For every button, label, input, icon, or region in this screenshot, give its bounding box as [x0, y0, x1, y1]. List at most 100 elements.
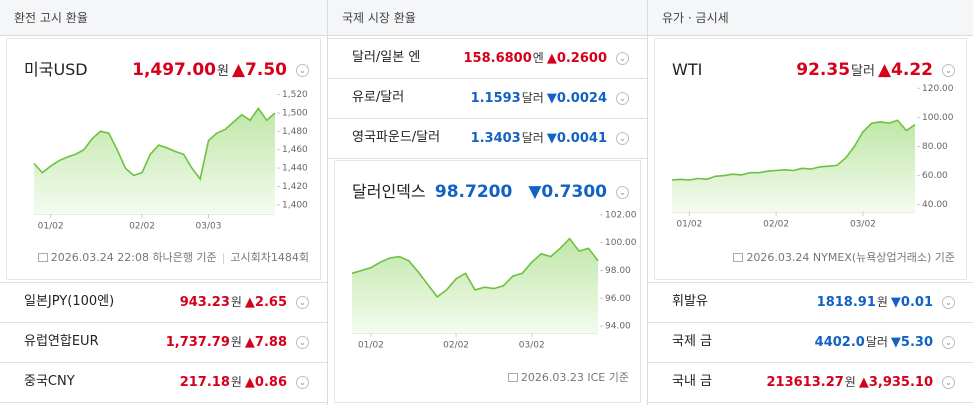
row-border — [0, 402, 327, 403]
change: ▼0.0041 — [546, 131, 607, 146]
x-tick-label: 03/02 — [850, 220, 876, 230]
change: ▼0.0024 — [546, 91, 607, 106]
row-border — [648, 402, 973, 403]
quote-values: 217.18 원 ▲0.86 — [180, 362, 287, 402]
row-border — [648, 362, 973, 363]
price: 4402.0 — [814, 335, 865, 350]
note-text: 2026.03.24 22:08 하나은행 기준 — [50, 251, 217, 264]
quote-name: 미국USD — [24, 60, 88, 79]
quote-values: 1,497.00 원 ▲7.50 — [132, 58, 287, 82]
expand-button[interactable]: ⌄ — [942, 335, 955, 349]
line — [671, 119, 916, 181]
row-border — [0, 362, 327, 363]
quote-row: 중국CNY 217.18 원 ▲0.86 ⌄ — [0, 362, 327, 402]
expand-button[interactable]: ⌄ — [296, 335, 309, 349]
quote-values: 1,737.79 원 ▲7.88 — [166, 322, 287, 362]
y-tick-label: 80.00 — [922, 142, 948, 152]
unit: 원 — [230, 335, 242, 349]
x-tick-label: 02/02 — [129, 222, 155, 232]
change: ▲0.2600 — [546, 51, 607, 66]
quote-name: 영국파운드/달러 — [352, 130, 441, 145]
x-tick-label: 03/03 — [196, 222, 222, 232]
y-tick-label: 102.00 — [605, 210, 637, 220]
unit: 엔 — [532, 51, 544, 65]
x-tick-label: 03/02 — [519, 341, 545, 351]
quote-name: 유로/달러 — [352, 90, 405, 105]
expand-button[interactable]: ⌄ — [616, 131, 629, 145]
y-tick-label: 1,500 — [282, 108, 308, 118]
expand-button[interactable]: ⌄ — [942, 295, 955, 309]
unit: 원 — [230, 295, 242, 309]
change: ▲7.88 — [244, 335, 287, 350]
y-tick-label: 98.00 — [605, 266, 631, 276]
quote-row: 달러/일본 엔 158.6800 엔 ▲0.2600 ⌄ — [328, 38, 647, 78]
x-tick-label: 01/02 — [676, 220, 702, 230]
line — [351, 237, 599, 299]
y-tick-label: 1,460 — [282, 145, 308, 155]
expand-button[interactable]: ⌄ — [942, 375, 955, 389]
unit: 원 — [217, 64, 229, 79]
unit: 원 — [876, 295, 888, 309]
chart-note: 2026.03.24 NYMEX(뉴욕상업거래소) 기준 — [648, 250, 955, 264]
change: ▲7.50 — [231, 60, 287, 80]
y-tick-label: 1,520 — [282, 90, 308, 100]
quote-row: 국내 금 213613.27 원 ▲3,935.10 ⌄ — [648, 362, 973, 402]
expand-button[interactable]: ⌄ — [296, 64, 309, 77]
expand-button[interactable]: ⌄ — [616, 91, 629, 105]
price: 1,737.79 — [165, 335, 230, 350]
quote-values: 158.6800 엔 ▲0.2600 — [464, 38, 607, 78]
expand-button[interactable]: ⌄ — [616, 186, 629, 199]
x-tick-label: 02/02 — [443, 341, 469, 351]
price: 92.35 — [796, 60, 851, 80]
change: ▼0.01 — [890, 295, 933, 310]
x-tick-label: 02/02 — [763, 220, 789, 230]
main-box — [6, 38, 321, 280]
row-border — [328, 38, 647, 39]
y-tick-label: 120.00 — [922, 84, 954, 94]
row-border — [328, 158, 647, 159]
quote-name: 일본JPY(100엔) — [24, 294, 115, 309]
quote-values: 1.3403 달러 ▼0.0041 — [471, 118, 607, 158]
quote-row: 유럽연합EUR 1,737.79 원 ▲7.88 ⌄ — [0, 322, 327, 362]
y-tick-label: 100.00 — [605, 238, 637, 248]
price: 1818.91 — [816, 295, 876, 310]
quote-values: 213613.27 원 ▲3,935.10 — [766, 362, 933, 402]
row-border — [648, 282, 973, 283]
unit: 원 — [230, 375, 242, 389]
price: 1.3403 — [470, 131, 521, 146]
unit: 달러 — [851, 64, 875, 79]
price: 943.23 — [179, 295, 230, 310]
note-text: 고시회차1484회 — [230, 251, 309, 264]
quote-row: 유로/달러 1.1593 달러 ▼0.0024 ⌄ — [328, 78, 647, 118]
main-box — [334, 160, 641, 403]
note-text: 2026.03.23 ICE 기준 — [520, 371, 629, 384]
row-border — [0, 282, 327, 283]
expand-button[interactable]: ⌄ — [296, 375, 309, 389]
x-tick-label: 01/02 — [38, 222, 64, 232]
note-text: 2026.03.24 NYMEX(뉴욕상업거래소) 기준 — [746, 251, 955, 264]
price: 1.1593 — [470, 91, 521, 106]
main-quote: 달러인덱스 98.7200 ▼0.7300 ⌄ — [328, 158, 647, 218]
note-icon — [507, 372, 518, 382]
y-tick-label: 1,440 — [282, 164, 308, 174]
change: ▲4.22 — [877, 60, 933, 80]
chart-note: 2026.03.23 ICE 기준 — [328, 370, 629, 384]
price: 98.7200 — [434, 182, 513, 202]
panel-header: 유가 · 금시세 — [648, 0, 973, 36]
change: ▲2.65 — [244, 295, 287, 310]
quote-row: 일본JPY(100엔) 943.23 원 ▲2.65 ⌄ — [0, 282, 327, 322]
column-divider — [327, 0, 328, 405]
change: ▲3,935.10 — [858, 375, 933, 390]
quote-name: 중국CNY — [24, 374, 75, 389]
expand-button[interactable]: ⌄ — [296, 295, 309, 309]
quote-name: 달러인덱스 — [352, 182, 426, 201]
area — [352, 238, 598, 333]
x-tick-label: 01/02 — [358, 341, 384, 351]
expand-button[interactable]: ⌄ — [616, 51, 629, 65]
y-tick-label: 96.00 — [605, 294, 631, 304]
expand-button[interactable]: ⌄ — [942, 64, 955, 77]
area — [672, 120, 915, 212]
price: 213613.27 — [766, 375, 844, 390]
column-divider — [647, 0, 648, 405]
separator: | — [221, 250, 226, 264]
